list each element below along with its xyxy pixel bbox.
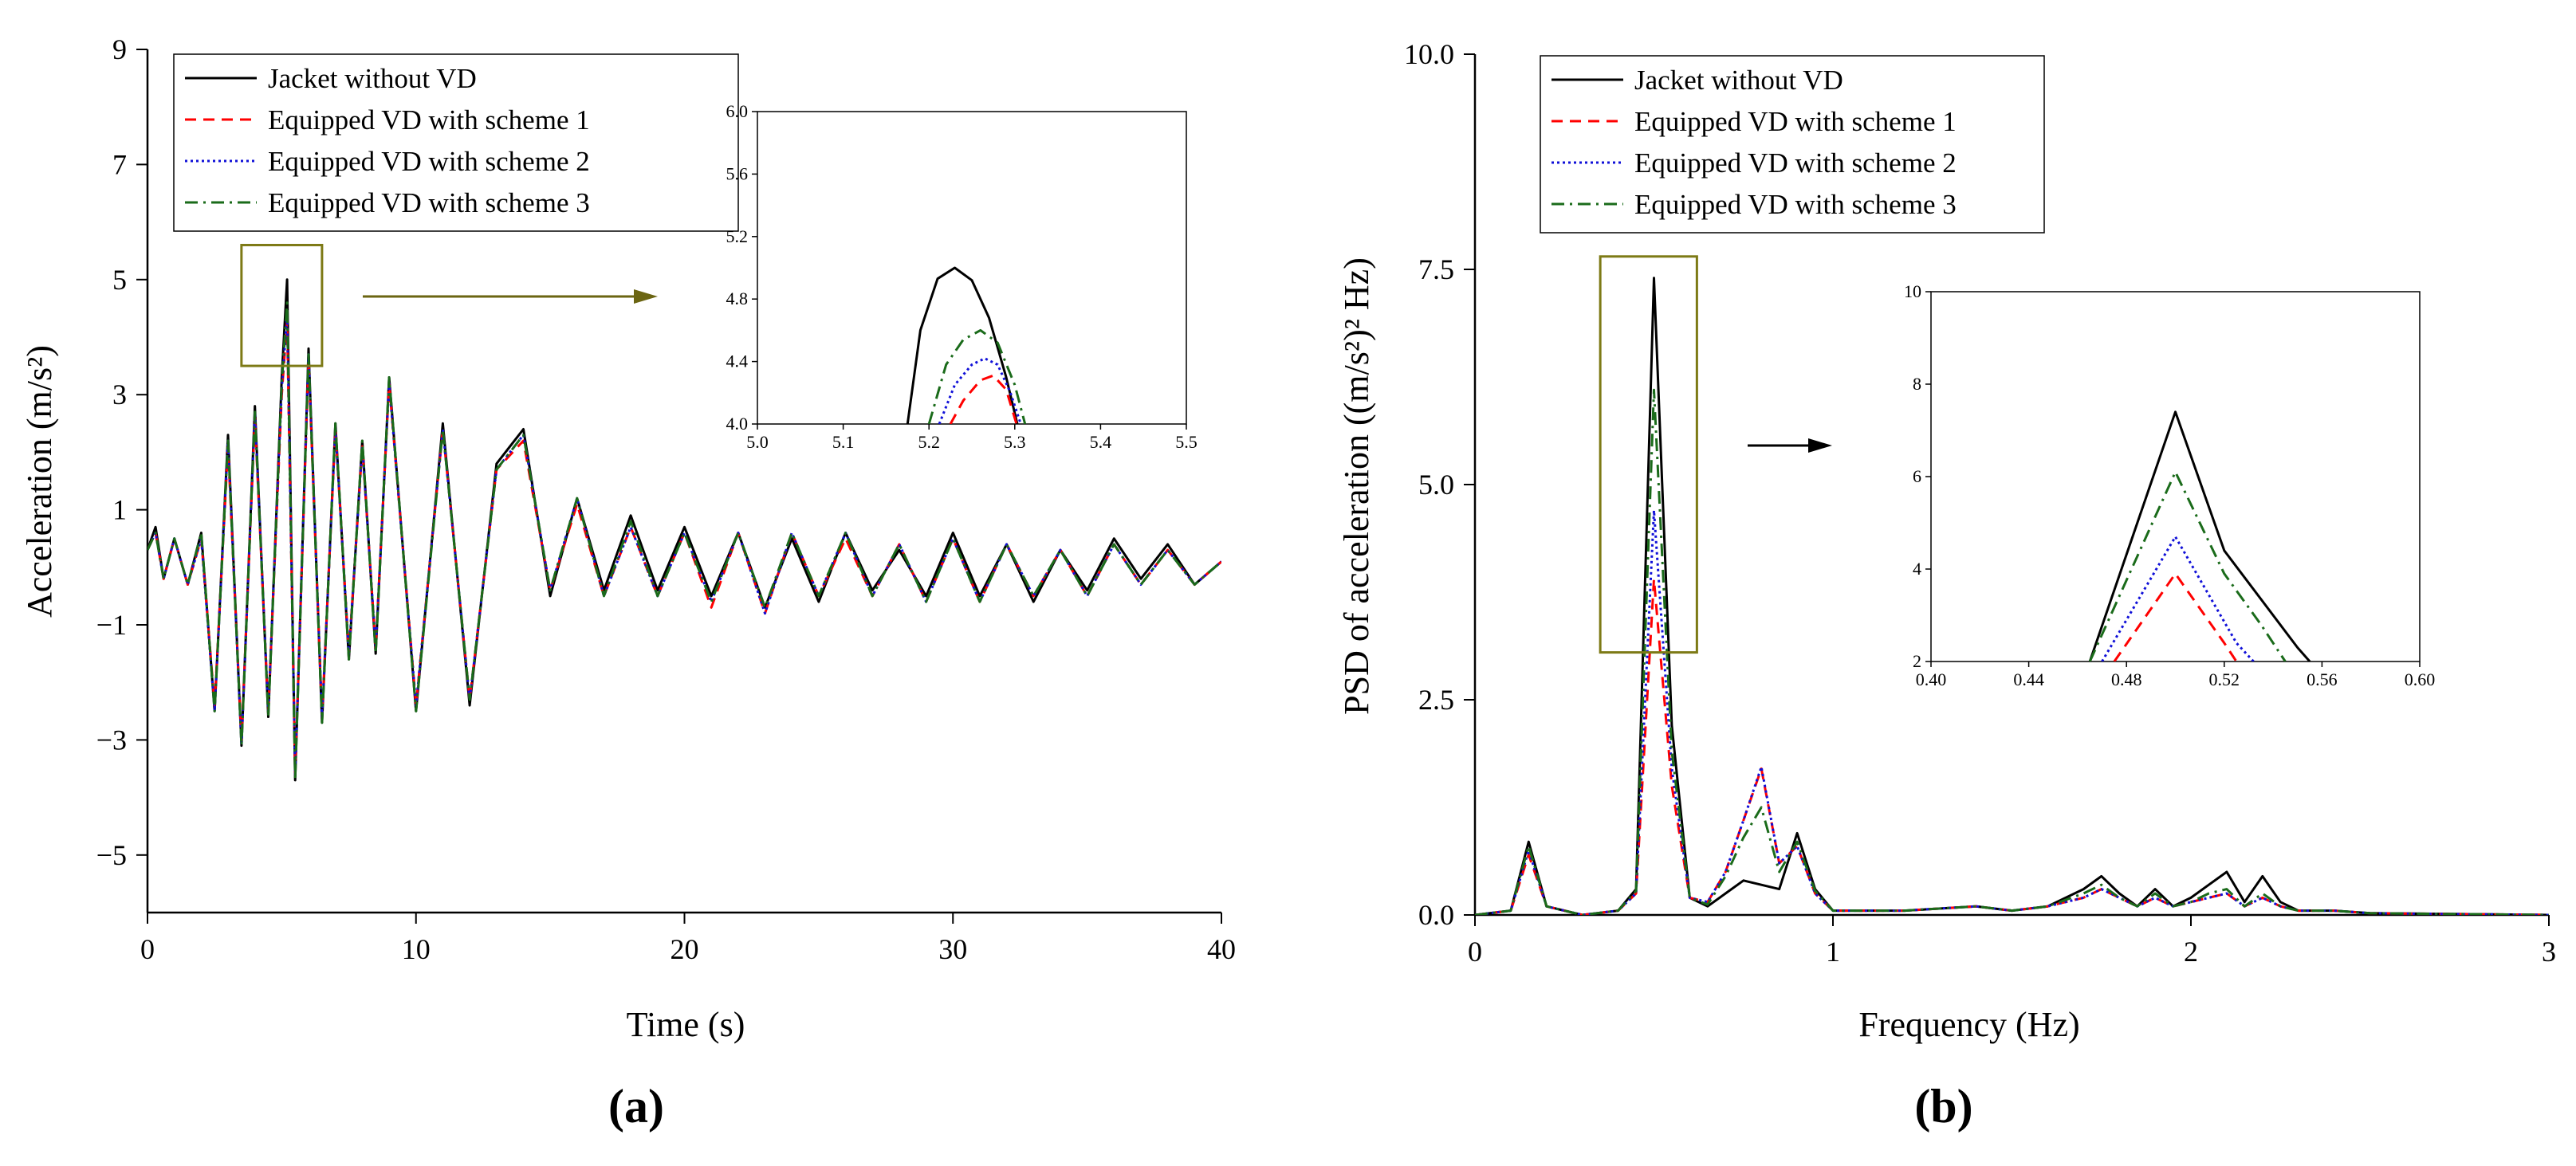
x-tick-label: 0 [1468, 936, 1482, 968]
legend-label-2: Equipped VD with scheme 1 [1634, 106, 1957, 137]
inset-series-1 [906, 266, 1019, 424]
panel-label: (b) [1914, 1080, 1972, 1133]
legend-label-3: Equipped VD with scheme 2 [1634, 147, 1957, 179]
y-axis-label: PSD of acceleration ((m/s²)² Hz) [1337, 257, 1376, 715]
inset-x-tick-label: 0.56 [2307, 669, 2338, 689]
y-tick-label: 0.0 [1418, 899, 1454, 931]
inset-series-1 [2088, 410, 2311, 662]
series-group [1475, 277, 2549, 915]
inset-series-4 [927, 328, 1027, 424]
inset-x-tick-label: 0.60 [2405, 669, 2436, 689]
y-tick-label: −5 [96, 839, 127, 871]
y-axis-label: Acceleration (m/s²) [20, 345, 59, 618]
y-tick-label: 7.5 [1418, 253, 1454, 285]
inset-series-group [2088, 410, 2311, 662]
inset-series-group [906, 266, 1027, 424]
inset-y-tick-label: 8 [1913, 374, 1921, 394]
inset-series-3 [2101, 535, 2255, 662]
inset-x-tick-label: 0.48 [2111, 669, 2142, 689]
panel-b-psd-chart: 0 1 2 3 0.0 2.5 5.0 7.5 10.0 Frequency (Hz) PSD of… [1337, 38, 2556, 1133]
inset-x-tick-label: 0.44 [2013, 669, 2044, 689]
y-tick-label: −1 [96, 609, 127, 641]
inset-x-tick-label: 0.52 [2209, 669, 2240, 689]
x-tick-label: 3 [2542, 936, 2556, 968]
y-tick-label: 3 [112, 379, 127, 410]
legend-box [173, 53, 739, 232]
x-tick-label: 0 [140, 933, 155, 965]
inset-y-tick-label: 6 [1913, 466, 1921, 486]
inset-series-2 [2113, 572, 2238, 662]
y-tick-label: 5.0 [1418, 469, 1454, 501]
y-tick-label: 5 [112, 264, 127, 296]
y-tick-label: 7 [112, 148, 127, 180]
inset-x-tick-label: 5.4 [1090, 432, 1112, 452]
x-axis-label: Time (s) [627, 1005, 745, 1044]
x-tick-label: 40 [1207, 933, 1236, 965]
zoom-arrow-head [634, 289, 658, 304]
inset-x-tick-label: 5.0 [746, 432, 769, 452]
inset-frame [757, 111, 1187, 425]
zoom-box [240, 243, 324, 367]
inset-series-4 [2088, 470, 2287, 662]
inset-x-tick-label: 5.3 [1004, 432, 1026, 452]
series-group [147, 278, 1221, 782]
inset-y-tick-label: 6.0 [726, 101, 749, 121]
y-tick-label: 9 [112, 33, 127, 65]
x-tick-label: 2 [2184, 936, 2198, 968]
y-tick-label: 1 [112, 494, 127, 526]
main-series-4 [147, 301, 1221, 782]
inset-chart: 5.0 5.1 5.2 5.3 5.4 5.5 4.0 4.4 4.8 5.2 5.6 6.0 [726, 101, 1198, 452]
inset-x-tick-label: 5.5 [1175, 432, 1198, 452]
inset-frame [1930, 291, 2421, 662]
inset-x-tick-label: 0.40 [1916, 669, 1947, 689]
zoom-box [1599, 255, 1698, 654]
legend-label-1: Jacket without VD [268, 63, 477, 94]
x-tick-label: 30 [938, 933, 967, 965]
x-tick-label: 10 [402, 933, 431, 965]
y-tick-label: −3 [96, 724, 127, 756]
inset-series-2 [949, 374, 1018, 424]
inset-y-tick-label: 5.2 [726, 226, 749, 246]
legend-label-4: Equipped VD with scheme 3 [268, 187, 590, 218]
legend-label-2: Equipped VD with scheme 1 [268, 104, 590, 135]
inset-y-tick-label: 5.6 [726, 163, 749, 183]
y-tick-label: 10.0 [1404, 38, 1454, 70]
legend-label-4: Equipped VD with scheme 3 [1634, 189, 1957, 220]
x-tick-label: 1 [1826, 936, 1840, 968]
x-axis-label: Frequency (Hz) [1858, 1005, 2079, 1044]
inset-x-tick-label: 5.1 [832, 432, 855, 452]
main-series-4 [1475, 388, 2549, 915]
legend-label-3: Equipped VD with scheme 2 [268, 146, 590, 177]
zoom-arrow-head [1808, 438, 1832, 453]
inset-y-tick-label: 4.4 [726, 351, 749, 371]
y-tick-label: 2.5 [1418, 684, 1454, 716]
inset-y-tick-label: 4.0 [726, 414, 749, 434]
legend-label-1: Jacket without VD [1634, 65, 1843, 96]
x-tick-label: 20 [671, 933, 699, 965]
inset-y-tick-label: 2 [1913, 651, 1921, 671]
legend-box [1540, 55, 2045, 234]
inset-y-tick-label: 4.8 [726, 289, 749, 308]
panel-a-acceleration-chart: 0 10 20 30 40 −5 −3 −1 1 3 5 7 9 Time (s) Acceleration… [20, 33, 1236, 1133]
inset-chart: 0.40 0.44 0.48 0.52 0.56 0.60 2 4 6 8 10 [1904, 281, 2435, 689]
inset-x-tick-label: 5.2 [918, 432, 940, 452]
inset-y-tick-label: 4 [1913, 559, 1921, 579]
panel-label: (a) [608, 1080, 664, 1133]
inset-y-tick-label: 10 [1904, 281, 1921, 301]
